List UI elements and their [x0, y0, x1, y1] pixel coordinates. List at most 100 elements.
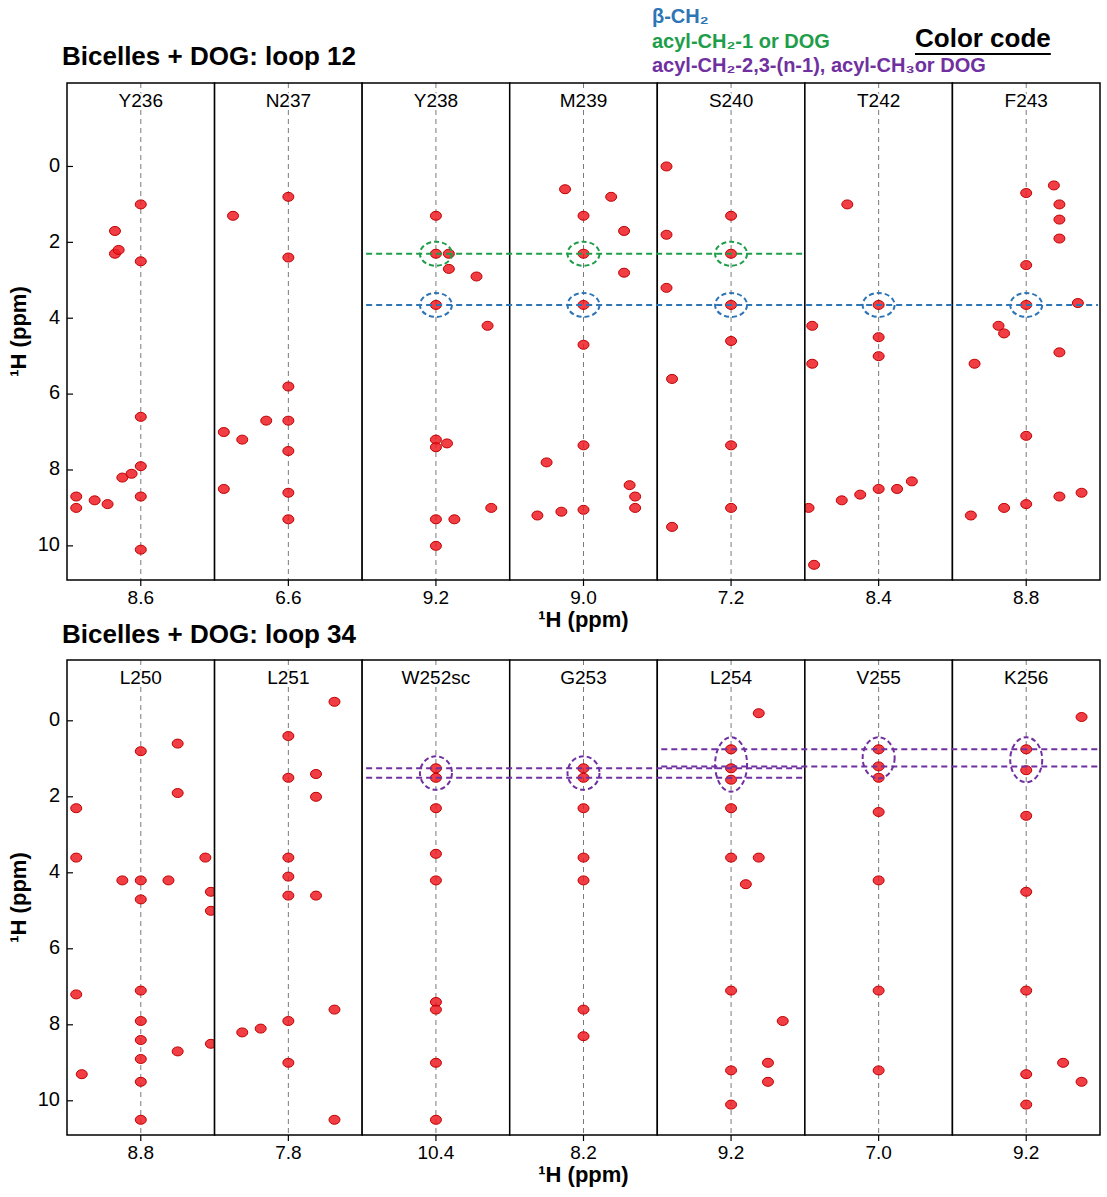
highlights — [366, 737, 1098, 791]
highlights — [366, 242, 1098, 317]
center-line — [288, 83, 289, 580]
peak — [661, 230, 672, 239]
y-tick-label: 0 — [49, 708, 60, 730]
peak — [1076, 488, 1087, 497]
peak — [71, 492, 82, 501]
peak — [1054, 215, 1065, 224]
peak — [1021, 811, 1032, 820]
x-tick — [878, 1135, 879, 1141]
peak — [283, 773, 294, 782]
peak — [560, 185, 571, 194]
strip-plot — [1021, 660, 1087, 1135]
legend-entry: β-CH₂ — [652, 5, 709, 27]
y-tick — [67, 948, 73, 949]
strip-label: F243 — [1005, 90, 1048, 111]
strip-frame — [657, 83, 805, 580]
peak — [873, 484, 884, 493]
peak — [329, 697, 340, 706]
peak — [873, 876, 884, 885]
peak — [873, 986, 884, 995]
peak — [965, 511, 976, 520]
peak — [430, 804, 441, 813]
x-tick — [288, 580, 289, 586]
peak — [855, 490, 866, 499]
strip-background — [657, 83, 805, 580]
x-tick — [583, 580, 584, 586]
peak — [329, 1005, 340, 1014]
peak — [1021, 261, 1032, 270]
x-tick — [583, 1135, 584, 1141]
x-tick-label: 6.6 — [275, 587, 301, 608]
peak — [255, 1024, 266, 1033]
peak — [283, 853, 294, 862]
peak — [807, 359, 818, 368]
peak — [283, 253, 294, 262]
highlight-circle — [568, 293, 600, 317]
peak — [283, 416, 294, 425]
peak — [135, 257, 146, 266]
strip-background — [67, 83, 215, 580]
x-tick — [288, 1135, 289, 1141]
x-tick-label: 8.4 — [865, 587, 892, 608]
peak — [135, 412, 146, 421]
peak — [1021, 1070, 1032, 1079]
y-tick-label: 8 — [49, 457, 60, 479]
y-tick — [67, 1024, 73, 1025]
peak — [777, 1017, 788, 1026]
x-axis-title: ¹H (ppm) — [538, 607, 628, 632]
peak — [205, 887, 214, 896]
y-tick — [67, 545, 73, 546]
peak — [117, 876, 128, 885]
x-tick — [730, 1135, 731, 1141]
peak — [135, 492, 146, 501]
peak — [126, 469, 137, 478]
peak — [283, 732, 294, 741]
peak — [753, 853, 764, 862]
peak — [172, 1047, 183, 1056]
peak — [135, 895, 146, 904]
peak — [311, 792, 322, 801]
peak — [762, 1058, 773, 1067]
peak — [1021, 431, 1032, 440]
x-tick — [1026, 580, 1027, 586]
peak — [430, 515, 441, 524]
peak — [113, 245, 124, 254]
peak — [471, 272, 482, 281]
strip-label: W252sc — [402, 667, 471, 688]
x-tick-label: 7.0 — [865, 1142, 891, 1163]
y-axis-title: ¹H (ppm) — [6, 852, 31, 942]
strip-plot — [71, 660, 215, 1135]
strip-label: Y238 — [414, 90, 458, 111]
peak — [1021, 189, 1032, 198]
peak — [805, 503, 814, 512]
peak — [261, 416, 272, 425]
peak — [449, 515, 460, 524]
strip-frame — [510, 660, 658, 1135]
peak — [999, 329, 1010, 338]
x-tick-label: 9.2 — [423, 587, 449, 608]
peak — [726, 503, 737, 512]
strip-frame — [805, 660, 953, 1135]
strip-label: T242 — [857, 90, 900, 111]
highlight-circle — [715, 293, 747, 317]
strip-frame — [362, 660, 510, 1135]
peak — [283, 891, 294, 900]
highlight-line — [366, 777, 803, 779]
x-tick-label: 8.8 — [1013, 587, 1039, 608]
strip-plot — [805, 83, 917, 580]
peak — [873, 333, 884, 342]
strip-label: S240 — [709, 90, 753, 111]
y-tick — [67, 166, 73, 167]
strip-frame — [510, 83, 658, 580]
peak — [441, 439, 452, 448]
strip-label: V255 — [856, 667, 900, 688]
peak — [135, 1115, 146, 1124]
y-tick-label: 2 — [49, 784, 60, 806]
peak — [807, 321, 818, 330]
peak — [200, 853, 211, 862]
peak — [430, 211, 441, 220]
strip-label: L254 — [710, 667, 753, 688]
y-tick-label: 6 — [49, 381, 60, 403]
highlight-circle — [863, 293, 895, 317]
strip-label: N237 — [266, 90, 311, 111]
